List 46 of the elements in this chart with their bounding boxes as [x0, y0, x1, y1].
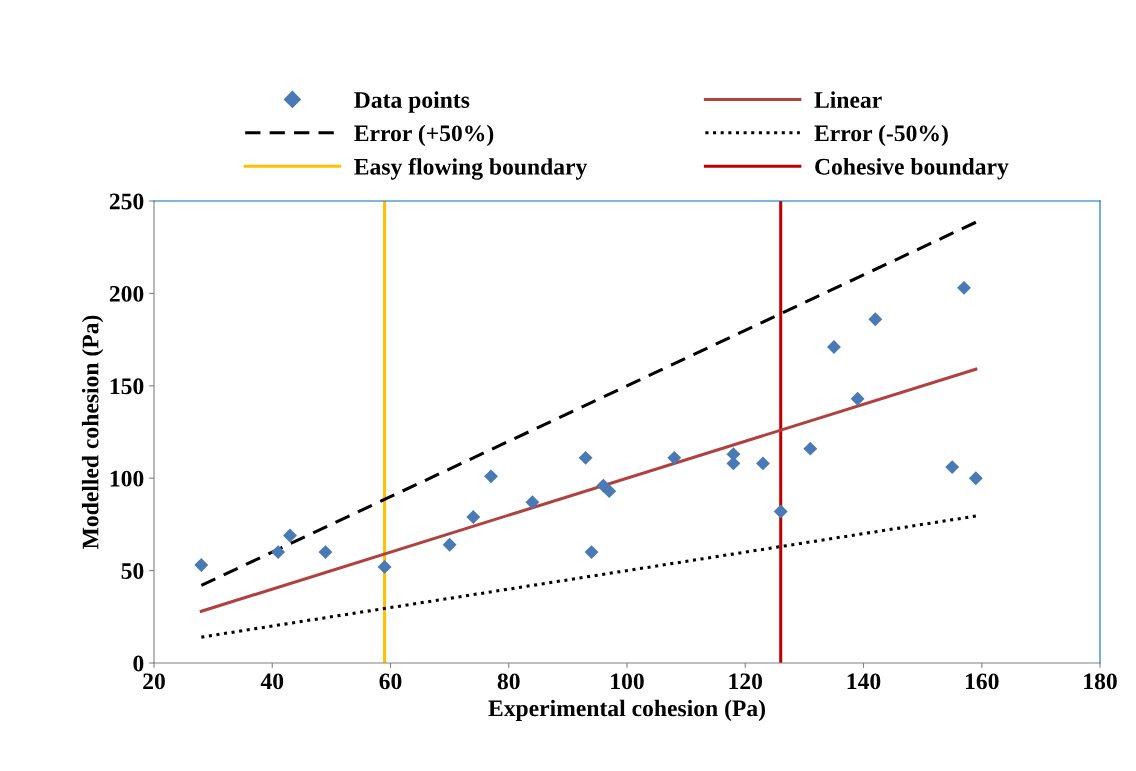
y-tick-label: 250 [109, 193, 144, 210]
y-tick-label: 150 [110, 378, 144, 395]
point [318, 545, 333, 560]
point [442, 537, 457, 552]
point [578, 450, 593, 465]
point [756, 456, 770, 471]
point [667, 450, 682, 465]
x-tick-label: 40 [260, 673, 284, 690]
legend-label: Error (-50%) [814, 124, 948, 147]
point [584, 545, 599, 560]
x-tick-label: 160 [965, 673, 999, 690]
x-tick-label: 180 [1084, 673, 1117, 690]
point [957, 280, 971, 295]
x-tick-label: 100 [611, 673, 644, 690]
y-tick-label: 100 [110, 470, 144, 487]
point [525, 495, 540, 510]
point [945, 460, 960, 475]
y-tick-label: 200 [109, 285, 144, 302]
x-tick-label: 60 [379, 673, 402, 690]
point [968, 471, 983, 486]
legend-label: Cohesive boundary [815, 158, 1009, 180]
legend-label: Data points [354, 91, 470, 113]
point [271, 545, 286, 560]
point [283, 528, 297, 543]
x-tick-label: 140 [847, 673, 881, 690]
point [773, 504, 788, 519]
point [826, 340, 841, 354]
point [868, 312, 883, 327]
x-tick-label: 120 [729, 673, 763, 690]
point [484, 469, 498, 484]
point [602, 484, 617, 499]
point [194, 558, 209, 572]
x-tick-label: 80 [497, 673, 520, 690]
point [726, 456, 741, 471]
x-tick-label: 20 [143, 673, 165, 690]
legend-label: Linear [814, 91, 882, 108]
point [377, 559, 392, 574]
point [850, 391, 865, 406]
y-tick-label: 0 [133, 655, 144, 672]
x-axis-title: Experimental cohesion (Pa) [488, 699, 765, 722]
legend-label: Easy flowing boundary [354, 157, 588, 180]
y-axis-title: Modelled cohesion (Pa) [81, 315, 104, 549]
legend-label: Error (+50%) [354, 124, 494, 147]
point [803, 441, 818, 456]
y-tick-label: 50 [121, 563, 144, 580]
point [466, 510, 481, 524]
